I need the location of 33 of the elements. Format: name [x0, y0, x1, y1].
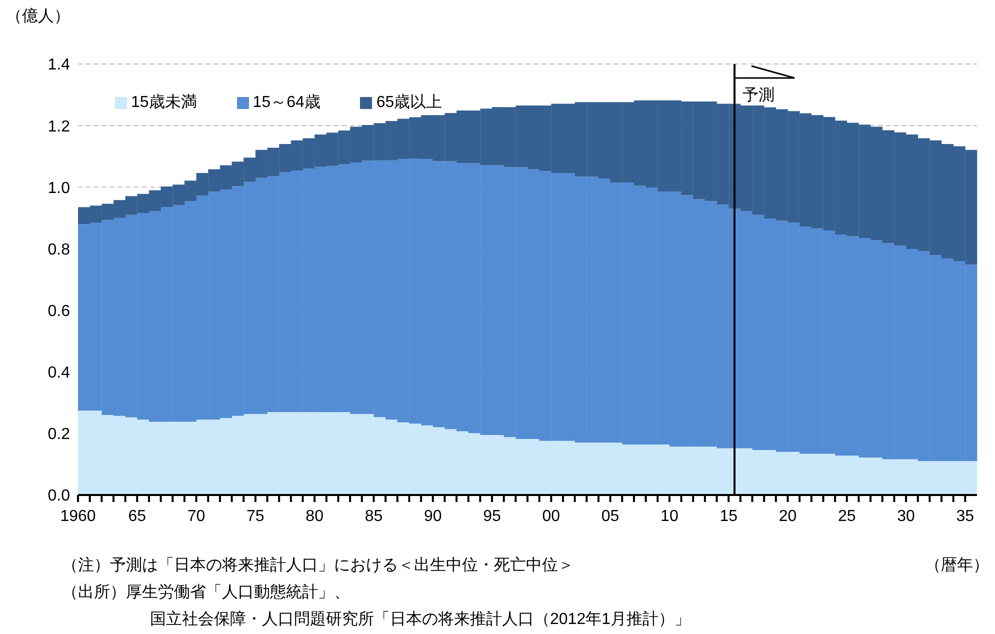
x-tick-label: 75 [246, 508, 264, 525]
x-tick-label: 15 [720, 508, 738, 525]
x-tick-label: 25 [838, 508, 856, 525]
y-tick-label: 0.4 [48, 364, 70, 382]
y-tick-label: 0.2 [48, 426, 70, 444]
x-tick-label: 30 [897, 508, 916, 525]
text: （注）予測は「日本の将来推計人口」における＜出生中位・死亡中位＞ [62, 556, 574, 576]
x-axis-title: （暦年） [925, 556, 989, 576]
y-tick-label: 1.2 [48, 118, 70, 136]
x-tick-label: 85 [364, 508, 383, 525]
x-tick-label: 10 [660, 508, 678, 525]
y-tick-label: 0.0 [48, 488, 70, 505]
x-tick-label: 90 [424, 508, 442, 525]
y-tick-label: 1.4 [48, 56, 70, 74]
x-tick-label: 70 [187, 508, 206, 525]
ref-line-label: 予測 [742, 86, 775, 104]
legend-label: 65歳以上 [376, 94, 442, 111]
x-tick-label: 95 [483, 508, 502, 525]
legend-label: 15～64歳 [252, 94, 320, 111]
legend-label: 15歳未満 [131, 94, 197, 111]
y-tick-label: 0.6 [48, 302, 70, 320]
x-tick-label: 00 [542, 508, 560, 525]
x-tick-label: 35 [956, 508, 974, 525]
text: （出所）厚生労働省「人口動態統計」、 [62, 582, 350, 603]
x-tick-label: 80 [306, 508, 324, 525]
text: 国立社会保障・人口問題研究所「日本の将来推計人口（2012年1月推計）」 [150, 610, 690, 630]
y-tick-label: 0.8 [48, 241, 70, 258]
y-axis-title: （億人） [6, 6, 70, 27]
x-tick-label: 65 [128, 508, 146, 525]
x-tick-label: 1960 [60, 508, 96, 525]
x-tick-label: 05 [601, 508, 620, 525]
y-tick-label: 1.0 [48, 180, 70, 197]
x-tick-label: 20 [778, 508, 797, 525]
